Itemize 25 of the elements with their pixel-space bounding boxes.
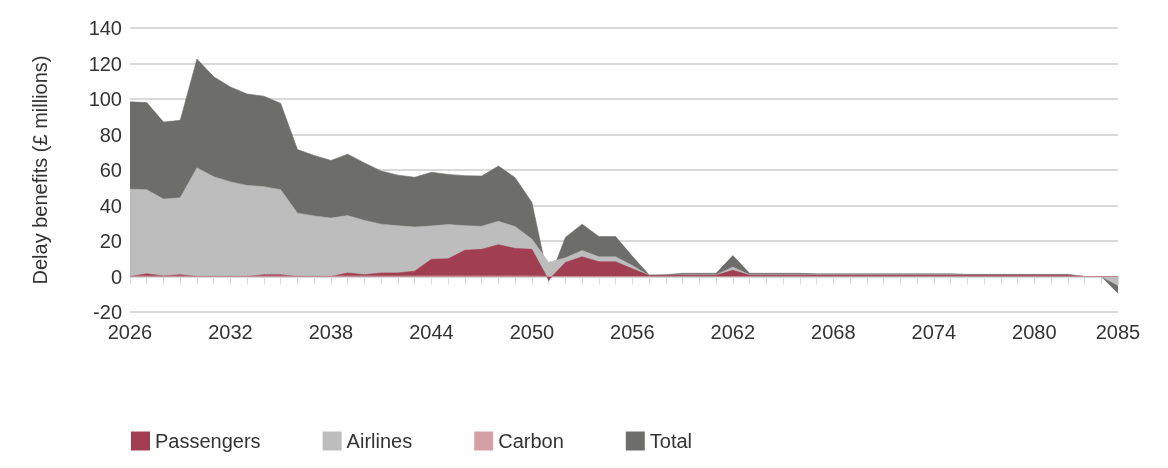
y-tick-label: 60: [99, 159, 122, 181]
x-tick-label: 2068: [811, 321, 856, 343]
y-tick-label: 140: [88, 17, 122, 39]
legend-label: Carbon: [498, 430, 564, 452]
x-tick-label: 2032: [208, 321, 253, 343]
y-tick-label: 100: [88, 88, 122, 110]
x-tick-label: 2026: [107, 321, 153, 343]
x-tick-label: 2038: [308, 321, 354, 343]
x-tick-label: 2044: [409, 321, 454, 343]
x-tick-label: 2080: [1012, 321, 1057, 343]
x-tick-label: 2074: [911, 321, 957, 343]
y-tick-label: 120: [88, 52, 122, 75]
x-tick-label: 2062: [710, 321, 756, 343]
y-tick-label: -20: [93, 301, 122, 323]
x-tick-label: 2056: [610, 321, 655, 343]
legend-label: Passengers: [155, 430, 261, 452]
y-tick-label: 40: [99, 194, 122, 217]
legend-label: Total: [649, 430, 693, 452]
y-tick-label: 0: [110, 265, 122, 288]
y-tick-label: 20: [99, 230, 122, 252]
legend-label: Airlines: [346, 430, 413, 452]
x-tick-label: 2085: [1095, 321, 1141, 343]
y-axis-title: Delay benefits (£ millions): [29, 55, 51, 285]
y-tick-label: 80: [99, 123, 122, 146]
x-tick-label: 2050: [509, 321, 555, 343]
